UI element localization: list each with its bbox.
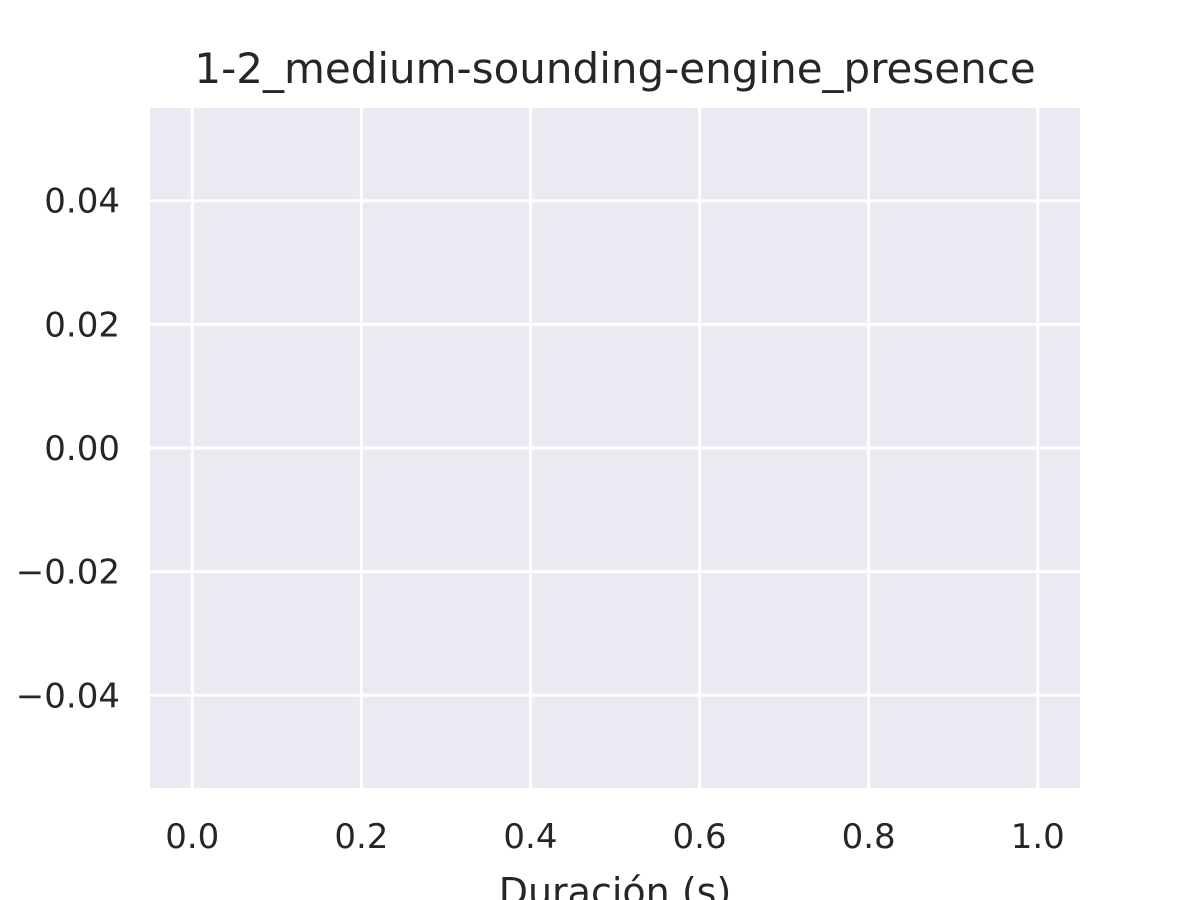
y-tick-label: −0.02 bbox=[16, 553, 120, 593]
x-tick-label: 0.4 bbox=[503, 817, 557, 857]
x-axis-label: Duración (s) bbox=[499, 870, 732, 900]
y-tick-labels: 0.04 0.02 0.00 −0.02 −0.04 bbox=[16, 182, 120, 717]
x-tick-label: 0.6 bbox=[673, 817, 727, 857]
y-tick-label: 0.02 bbox=[44, 305, 120, 345]
y-grid bbox=[150, 199, 1080, 697]
x-tick-label: 1.0 bbox=[1011, 817, 1065, 857]
y-tick-label: 0.00 bbox=[44, 429, 120, 469]
y-tick-label: −0.04 bbox=[16, 676, 120, 716]
y-tick-label: 0.04 bbox=[44, 182, 120, 222]
x-tick-labels: 0.0 0.2 0.4 0.6 0.8 1.0 bbox=[165, 817, 1065, 857]
x-tick-label: 0.8 bbox=[842, 817, 896, 857]
x-tick-label: 0.2 bbox=[334, 817, 388, 857]
x-tick-label: 0.0 bbox=[165, 817, 219, 857]
chart-title: 1-2_medium-sounding-engine_presence bbox=[194, 44, 1035, 93]
